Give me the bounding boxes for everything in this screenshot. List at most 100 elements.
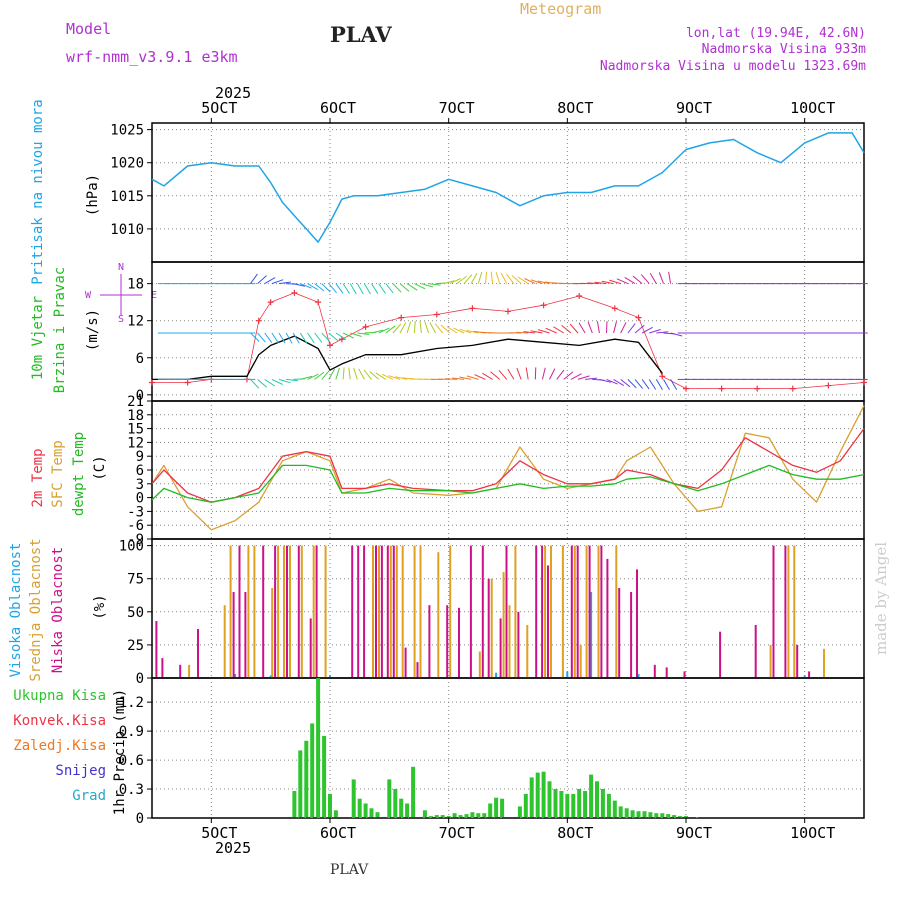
- wind-direction-arrow: [655, 379, 663, 390]
- wind-direction-arrow: [640, 274, 650, 284]
- precip-bar: [648, 812, 653, 818]
- wind-direction-arrow: [300, 375, 313, 380]
- wind-direction-arrow: [406, 283, 418, 291]
- precip-bar: [470, 812, 475, 818]
- cloud-bar-2: [375, 545, 377, 678]
- wind-direction-arrow: [525, 367, 529, 380]
- clouds-panel: 0 25 50 75 100: [119, 538, 865, 687]
- precip-title-main: 1hr Precip: [112, 731, 128, 815]
- wind-direction-arrow: [578, 322, 586, 334]
- wind-speed-line: [152, 335, 663, 381]
- cloud-bar-1: [544, 545, 547, 678]
- wind-direction-arrow: [446, 326, 458, 334]
- wind-direction-arrow: [596, 321, 600, 334]
- wind-direction-arrow: [507, 368, 515, 380]
- top-year-label: 2025: [215, 84, 251, 102]
- cloud-bar-1: [253, 545, 256, 678]
- wind-direction-arrow: [587, 282, 600, 285]
- cloud-bar-1: [324, 545, 327, 678]
- cloud-bar-0: [566, 671, 569, 678]
- cloud-bar-1: [514, 545, 517, 678]
- temperature-ytick-label: -9: [127, 532, 144, 548]
- cloud-bar-2: [351, 545, 354, 678]
- cloud-bar-2: [386, 545, 389, 678]
- cloud-bar-2: [262, 545, 265, 678]
- cloud-bar-2: [244, 592, 247, 678]
- precip-bar: [328, 793, 332, 818]
- wind-direction-arrow: [490, 271, 494, 284]
- top-time-tick-label: 10OCT: [790, 99, 835, 117]
- wind-ytick-label: 18: [127, 277, 144, 293]
- wind-direction-arrow: [606, 321, 608, 334]
- cloud-bar-0: [803, 675, 806, 678]
- cloud-bar-1: [793, 545, 796, 678]
- precip-bar: [535, 772, 540, 818]
- cloud-unit: (%): [92, 594, 108, 619]
- wind-direction-arrow: [466, 329, 479, 334]
- cloud-bar-2: [630, 592, 633, 678]
- wind-direction-arrow: [613, 321, 617, 334]
- precip-bar: [660, 813, 665, 818]
- wind-direction-arrow: [534, 367, 537, 380]
- elevation-label: Nadmorska Visina 933m: [702, 42, 867, 57]
- cloud-bar-1: [389, 545, 392, 678]
- precip-bar: [666, 814, 671, 818]
- cloud-bar-2: [618, 588, 621, 678]
- precip-bar: [351, 779, 356, 818]
- precip-bar: [583, 791, 588, 818]
- cloud-bar-1: [787, 545, 790, 678]
- cloud-bar-2: [392, 545, 395, 678]
- wind-direction-arrow: [264, 378, 276, 387]
- cloud-bar-2: [808, 671, 811, 678]
- wind-direction-arrow: [278, 281, 291, 285]
- cloud-bar-2: [309, 618, 312, 678]
- precip-bar: [624, 808, 629, 818]
- wind-direction-arrow: [413, 321, 416, 334]
- temperature-ytick-label: 15: [127, 422, 144, 438]
- precip-bar: [304, 740, 309, 818]
- wind-direction-arrow: [321, 283, 331, 293]
- cloud-bar-1: [271, 588, 274, 678]
- precip-bar: [411, 766, 416, 818]
- cloud-bar-2: [232, 592, 235, 678]
- wind-direction-arrow: [524, 278, 536, 285]
- cloud-bar-1: [508, 605, 511, 678]
- wind-direction-arrow: [634, 324, 645, 334]
- bottom-time-tick-label: 6OCT: [320, 824, 356, 842]
- cloud-bar-1: [401, 545, 404, 678]
- precip-bar: [357, 798, 362, 818]
- cloud-bar-1: [419, 545, 422, 678]
- wind-direction-arrow: [392, 323, 402, 334]
- wind-direction-arrow: [523, 331, 536, 334]
- wind-direction-arrow: [278, 332, 286, 344]
- cloud-bar-2: [363, 545, 366, 678]
- wind-ytick-label: 12: [127, 314, 144, 330]
- wind-direction-arrow: [381, 373, 394, 380]
- precip-bar: [428, 816, 433, 818]
- precip-bar: [618, 806, 623, 818]
- wind-direction-arrow: [553, 326, 565, 334]
- precip-bar: [488, 803, 493, 818]
- wind-direction-arrow: [292, 332, 300, 344]
- cloud-bar-1: [526, 625, 529, 678]
- wind-direction-arrow: [516, 367, 522, 380]
- wind-direction-arrow: [350, 332, 362, 337]
- wind-direction-arrow: [474, 374, 486, 380]
- bottom-time-tick-label: 8OCT: [557, 824, 593, 842]
- cloud-bar-2: [155, 621, 158, 678]
- sfc-temp-line: [151, 405, 865, 531]
- precip-bar: [482, 813, 487, 818]
- sfc-temp-title: SFC Temp: [50, 440, 66, 507]
- cloud-bar-2: [416, 662, 419, 678]
- wind-direction-arrow: [537, 280, 550, 285]
- wind-direction-arrow: [585, 377, 598, 380]
- wind-direction-arrow: [264, 332, 273, 343]
- cloud-bar-2: [754, 625, 757, 678]
- precip-bar: [500, 798, 505, 818]
- cloud-bar-2: [665, 667, 668, 678]
- precip-bar: [440, 815, 445, 818]
- wind-direction-arrow: [541, 367, 546, 380]
- wind-direction-arrow: [563, 371, 574, 380]
- wind-direction-arrow: [511, 275, 522, 284]
